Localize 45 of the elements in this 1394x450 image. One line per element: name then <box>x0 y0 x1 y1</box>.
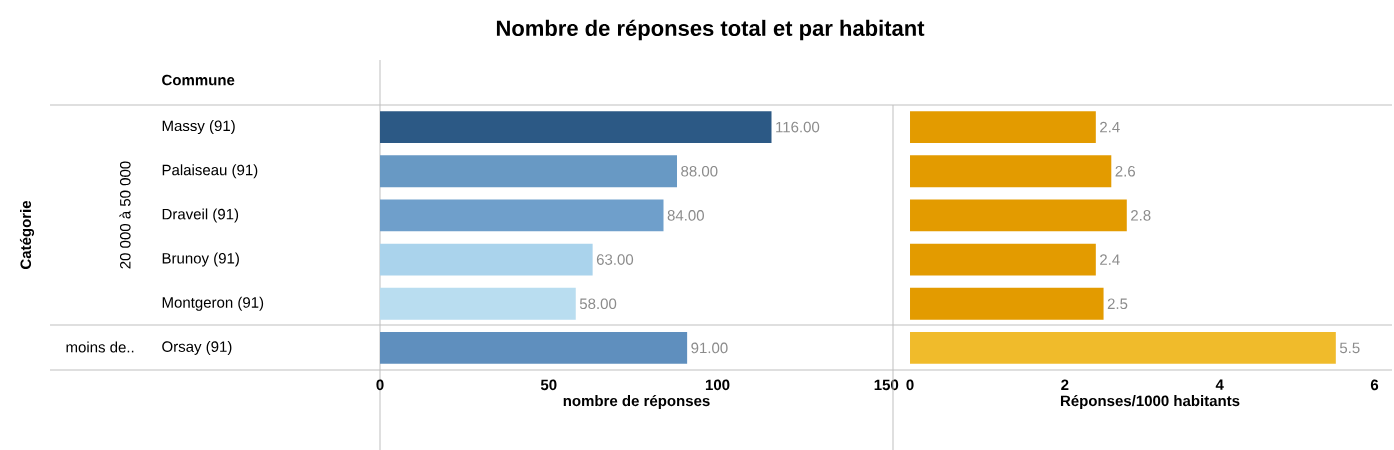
data-label: 2.4 <box>1100 254 1120 265</box>
bar <box>910 332 1336 364</box>
x-tick-label: 6 <box>1370 379 1379 391</box>
data-label: 2.8 <box>1131 210 1151 221</box>
bar <box>910 155 1112 188</box>
data-label: 63.00 <box>596 254 634 265</box>
x-tick-label: 0 <box>906 379 914 391</box>
data-label: 5.5 <box>1339 342 1360 354</box>
y-tick-label: Brunoy (91) <box>162 252 239 267</box>
y-tick-label: Massy (91) <box>162 120 235 135</box>
bar <box>910 287 1104 320</box>
y-tick-label: Draveil (91) <box>162 208 239 223</box>
bar <box>380 332 688 364</box>
data-label: 91.00 <box>691 342 728 354</box>
y-tick-label: Montgeron (91) <box>162 296 264 311</box>
text: 20 000 à 50 000 <box>119 161 131 269</box>
x-tick-label: 150 <box>874 379 899 391</box>
data-label: 2.4 <box>1100 121 1120 133</box>
x-axis-title: nombre de réponses <box>563 394 710 410</box>
data-label: 116.00 <box>776 121 820 133</box>
x-tick-label: 2 <box>1061 379 1069 390</box>
chart-title: Nombre de réponses total et par habitant <box>496 19 925 41</box>
y-axis-title: Catégorie <box>19 200 35 269</box>
data-label: 2.6 <box>1115 165 1136 177</box>
data-label: 88.00 <box>681 165 718 177</box>
bar <box>380 155 677 188</box>
x-axis-title: Réponses/1000 habitants <box>1060 394 1240 410</box>
data-label: 84.00 <box>667 210 704 221</box>
bar <box>910 243 1096 276</box>
y-tick-label: Orsay (91) <box>162 340 232 355</box>
x-tick-label: 100 <box>705 379 730 391</box>
bar <box>380 111 772 143</box>
bar <box>380 287 576 320</box>
data-label: 2.5 <box>1107 298 1128 310</box>
x-tick-label: 50 <box>540 379 557 391</box>
y-tick-label: Palaiseau (91) <box>162 164 258 179</box>
text: Commune <box>162 74 235 86</box>
bar <box>910 111 1096 143</box>
x-tick-label: 0 <box>376 379 384 391</box>
text: moins de.. <box>66 341 134 353</box>
data-label: 58.00 <box>579 298 617 310</box>
bar <box>380 199 664 232</box>
x-tick-label: 4 <box>1215 379 1224 390</box>
bar <box>910 199 1127 232</box>
bar <box>380 243 593 276</box>
